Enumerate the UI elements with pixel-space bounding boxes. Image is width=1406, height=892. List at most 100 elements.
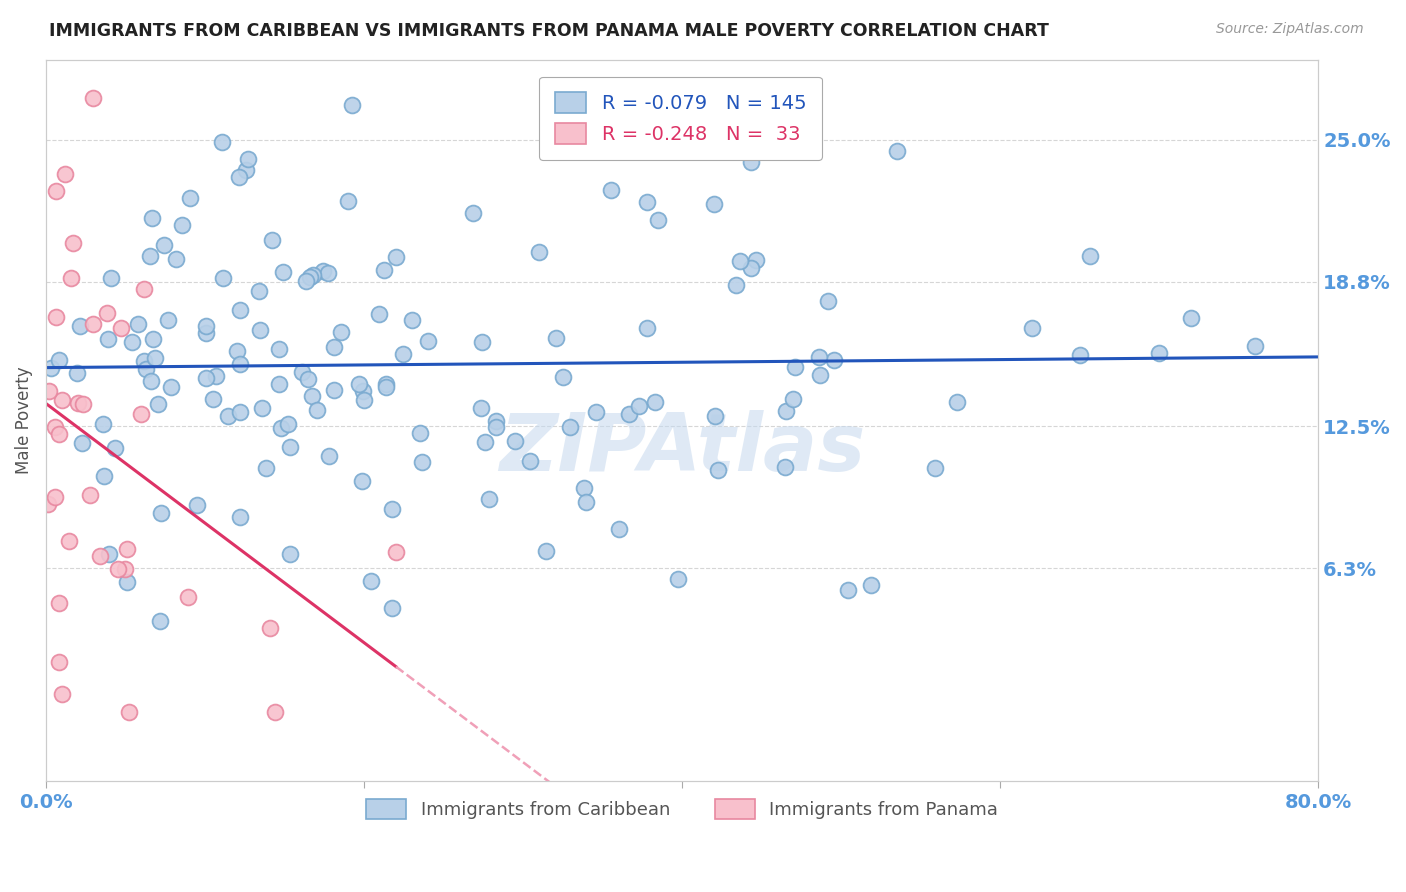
- Point: [350, 474, 373, 488]
- Point: [170, 218, 193, 232]
- Point: [53, 167, 76, 181]
- Point: [575, 494, 598, 508]
- Point: [127, 317, 149, 331]
- Point: [250, 401, 273, 415]
- Point: [129, 407, 152, 421]
- Point: [225, 343, 247, 358]
- Point: [165, 252, 187, 266]
- Point: [305, 402, 328, 417]
- Point: [72, 396, 94, 410]
- Text: ZIPAtlas: ZIPAtlas: [499, 410, 866, 488]
- Point: [254, 460, 277, 475]
- Point: [259, 621, 281, 635]
- Point: [619, 407, 641, 421]
- Point: [44, 419, 66, 434]
- Point: [503, 434, 526, 448]
- Point: [924, 460, 946, 475]
- Point: [264, 706, 287, 720]
- Point: [37, 497, 59, 511]
- Point: [202, 392, 225, 407]
- Point: [644, 394, 666, 409]
- Point: [195, 318, 218, 333]
- Point: [121, 334, 143, 349]
- Point: [773, 460, 796, 475]
- Point: [745, 253, 768, 268]
- Point: [236, 153, 259, 167]
- Point: [375, 380, 398, 394]
- Point: [375, 377, 398, 392]
- Point: [461, 206, 484, 220]
- Point: [194, 371, 217, 385]
- Point: [211, 135, 233, 149]
- Point: [104, 442, 127, 456]
- Point: [228, 509, 250, 524]
- Point: [149, 614, 172, 628]
- Point: [134, 353, 156, 368]
- Point: [381, 600, 404, 615]
- Point: [323, 384, 346, 398]
- Point: [139, 249, 162, 263]
- Point: [91, 417, 114, 432]
- Point: [1180, 311, 1202, 326]
- Point: [392, 347, 415, 361]
- Point: [360, 574, 382, 588]
- Point: [72, 435, 94, 450]
- Text: Source: ZipAtlas.com: Source: ZipAtlas.com: [1216, 22, 1364, 37]
- Point: [299, 270, 322, 285]
- Point: [160, 380, 183, 394]
- Point: [134, 282, 156, 296]
- Point: [179, 191, 201, 205]
- Point: [385, 250, 408, 264]
- Point: [323, 340, 346, 354]
- Point: [267, 377, 290, 392]
- Point: [212, 270, 235, 285]
- Point: [707, 463, 730, 477]
- Point: [39, 360, 62, 375]
- Point: [146, 397, 169, 411]
- Point: [115, 575, 138, 590]
- Point: [135, 362, 157, 376]
- Point: [141, 374, 163, 388]
- Point: [149, 507, 172, 521]
- Point: [195, 326, 218, 341]
- Point: [478, 491, 501, 506]
- Point: [823, 352, 845, 367]
- Point: [368, 307, 391, 321]
- Point: [301, 389, 323, 403]
- Point: [100, 270, 122, 285]
- Point: [1149, 345, 1171, 359]
- Point: [45, 310, 67, 324]
- Point: [107, 562, 129, 576]
- Point: [704, 409, 727, 423]
- Point: [385, 545, 408, 559]
- Point: [783, 359, 806, 374]
- Point: [186, 498, 208, 512]
- Point: [347, 376, 370, 391]
- Point: [411, 455, 433, 469]
- Point: [474, 434, 496, 449]
- Point: [93, 469, 115, 483]
- Text: IMMIGRANTS FROM CARIBBEAN VS IMMIGRANTS FROM PANAMA MALE POVERTY CORRELATION CHA: IMMIGRANTS FROM CARIBBEAN VS IMMIGRANTS …: [49, 22, 1049, 40]
- Point: [558, 420, 581, 434]
- Point: [79, 488, 101, 502]
- Point: [353, 392, 375, 407]
- Point: [97, 332, 120, 346]
- Point: [297, 372, 319, 386]
- Point: [886, 145, 908, 159]
- Point: [529, 245, 551, 260]
- Point: [373, 262, 395, 277]
- Point: [782, 392, 804, 406]
- Point: [740, 260, 762, 275]
- Point: [724, 277, 747, 292]
- Point: [316, 266, 339, 280]
- Point: [485, 414, 508, 428]
- Point: [1243, 339, 1265, 353]
- Point: [607, 523, 630, 537]
- Point: [291, 365, 314, 379]
- Point: [142, 332, 165, 346]
- Point: [229, 405, 252, 419]
- Point: [82, 91, 104, 105]
- Legend: Immigrants from Caribbean, Immigrants from Panama: Immigrants from Caribbean, Immigrants fr…: [359, 792, 1005, 826]
- Point: [519, 454, 541, 468]
- Point: [45, 184, 67, 198]
